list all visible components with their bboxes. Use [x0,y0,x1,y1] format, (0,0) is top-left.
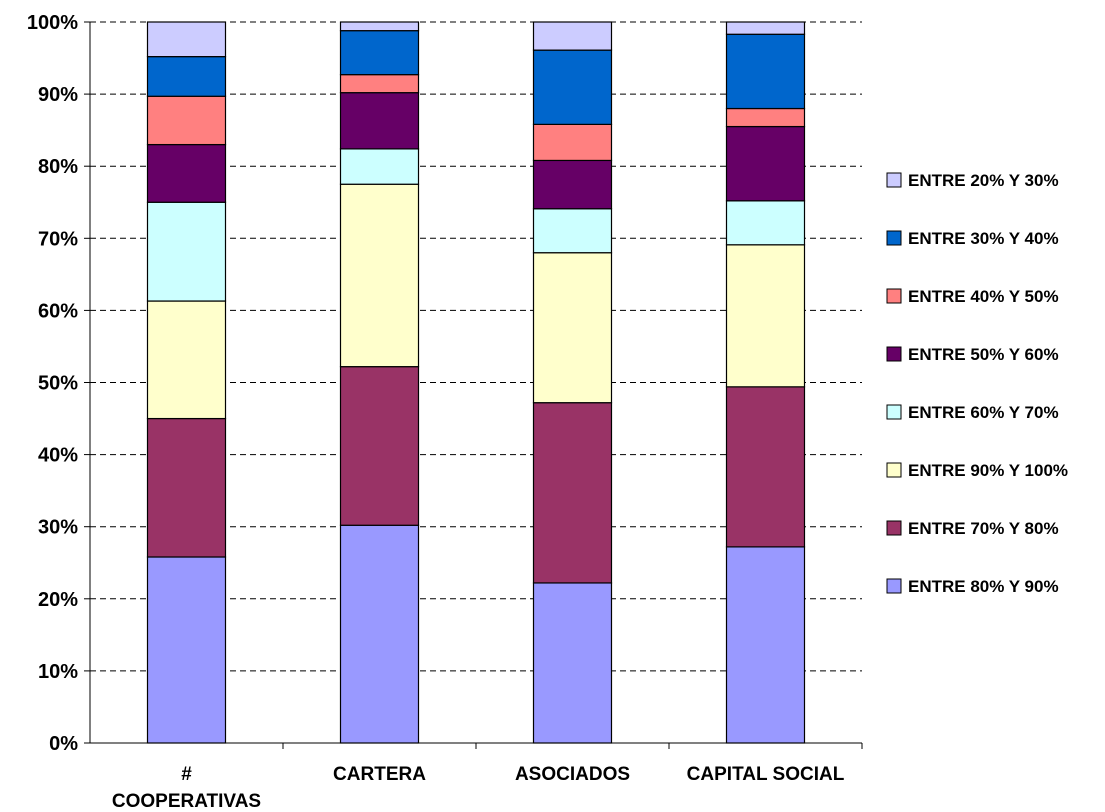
legend-label: ENTRE 60% Y 70% [908,403,1059,422]
bar-segment [339,366,420,526]
legend-label: ENTRE 90% Y 100% [908,461,1068,480]
legend-swatch [886,346,902,362]
bar-segment [725,21,806,35]
bar-segment [339,148,420,185]
legend-label: ENTRE 50% Y 60% [908,345,1059,364]
bar-segment [725,33,806,110]
legend: ENTRE 20% Y 30% ENTRE 30% Y 40% ENTRE 40% … [886,171,1068,596]
bar-segment [146,95,227,146]
bar-segment [146,201,227,302]
bar-segment [339,183,420,368]
legend-label: ENTRE 30% Y 40% [908,229,1059,248]
bar-segment [725,200,806,246]
legend-label: ENTRE 40% Y 50% [908,287,1059,306]
bar-segment [532,402,613,584]
bar-segment [725,244,806,388]
bar-segment [146,56,227,97]
legend-swatch [886,172,902,188]
bar-segment [146,556,227,744]
bar-segment [532,159,613,210]
legend-label: ENTRE 80% Y 90% [908,577,1059,596]
bar-segment [339,92,420,150]
x-axis-categories: # COOPERATIVAS CARTERA ASOCIADOS CAPITAL SOC… [112,764,845,812]
legend-label: ENTRE 70% Y 80% [908,519,1059,538]
legend-swatch [886,520,902,536]
bar-segment [725,386,806,548]
y-tick-label: 10% [38,661,78,683]
y-tick-label: 0% [49,733,78,755]
bar-segment [532,123,613,162]
y-tick-label: 80% [38,156,78,178]
bar-segment [532,208,613,254]
legend-swatch [886,462,902,478]
bar-segment [532,21,613,51]
bar-segment [146,21,227,58]
bar-segment [725,107,806,128]
bar-segment [146,300,227,420]
y-tick-label: 50% [38,373,78,395]
bar-segment [725,125,806,202]
y-tick-label: 60% [38,300,78,322]
y-tick-label: 100% [27,12,78,34]
legend-swatch [886,578,902,594]
bar-segment [532,252,613,404]
y-tick-label: 30% [38,517,78,539]
legend-swatch [886,230,902,246]
y-tick-label: 20% [38,589,78,611]
bar-segment [146,417,227,558]
y-tick-label: 40% [38,445,78,467]
bars [146,21,806,744]
x-category-label: COOPERATIVAS [112,791,261,812]
x-category-label: # [181,764,192,785]
bar-segment [532,49,613,125]
x-category-label: ASOCIADOS [515,764,630,785]
bar-segment [339,30,420,76]
bar-segment [339,74,420,94]
legend-swatch [886,288,902,304]
x-category-label: CARTERA [333,764,426,785]
legend-label: ENTRE 20% Y 30% [908,171,1059,190]
y-tick-label: 90% [38,84,78,106]
y-axis-ticks: 0% 10% 20% 30% 40% 50% 60% 70% 80% 90% 100% [27,12,90,755]
x-category-label: CAPITAL SOCIAL [687,764,845,785]
bar-segment [339,524,420,744]
bar-segment [725,546,806,744]
y-tick-label: 70% [38,228,78,250]
legend-swatch [886,404,902,420]
bar-segment [339,21,420,32]
bar-segment [532,582,613,744]
bar-segment [146,143,227,203]
